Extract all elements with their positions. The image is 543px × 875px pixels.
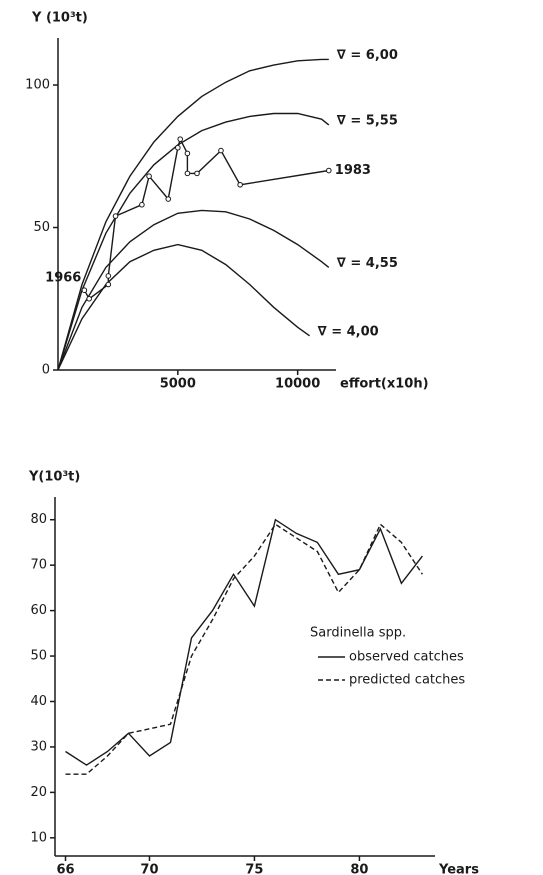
x-tick-label: 5000 <box>160 377 196 392</box>
series-line <box>57 112 330 371</box>
y-tick-label: 20 <box>30 785 47 800</box>
legend-label: observed catches <box>349 650 464 665</box>
series-line <box>65 518 423 766</box>
legend-title: Sardinella spp. <box>310 626 406 641</box>
legend-label: predicted catches <box>349 673 465 688</box>
curve-label: ∇ = 5,55 <box>337 113 398 128</box>
y-tick-label: 10 <box>30 830 47 845</box>
y-axis-label: Y(10³t) <box>28 470 80 485</box>
annotation: 1983 <box>335 163 371 178</box>
point <box>81 287 88 294</box>
curve-label: ∇ = 4,55 <box>337 256 398 271</box>
series-line <box>83 137 329 300</box>
point <box>326 167 332 174</box>
x-tick-label: 10000 <box>275 377 320 392</box>
y-axis-label: Y (10³t) <box>31 11 88 26</box>
x-tick-label: 75 <box>245 863 263 875</box>
y-tick-label: 50 <box>30 649 47 664</box>
annotation: 1966 <box>45 271 81 286</box>
x-axis-label: effort(x10h) <box>340 377 429 392</box>
y-tick-label: 0 <box>42 363 50 378</box>
point <box>175 144 181 151</box>
point <box>194 170 200 177</box>
x-tick-label: 70 <box>140 863 158 875</box>
point <box>105 281 112 288</box>
series-line <box>65 523 423 775</box>
y-tick-label: 80 <box>30 512 47 527</box>
y-tick-label: 100 <box>25 78 50 93</box>
point <box>184 150 191 157</box>
x-tick-label: 66 <box>56 863 74 875</box>
y-tick-label: 40 <box>30 694 47 709</box>
x-axis-label: Years <box>438 863 479 875</box>
x-tick-label: 80 <box>350 863 368 875</box>
curve-label: ∇ = 4,00 <box>318 324 379 339</box>
y-tick-label: 60 <box>30 603 47 618</box>
series-line <box>57 209 330 371</box>
point <box>237 181 243 188</box>
point <box>86 295 92 302</box>
point <box>218 147 224 154</box>
point <box>146 173 152 180</box>
point <box>184 170 191 177</box>
point <box>177 136 184 142</box>
point <box>112 213 119 219</box>
curve-label: ∇ = 6,00 <box>337 48 398 63</box>
series-line <box>57 243 311 371</box>
y-tick-label: 30 <box>30 739 47 754</box>
point <box>139 201 145 208</box>
series-line <box>57 58 329 371</box>
point <box>105 273 112 279</box>
point <box>165 196 172 202</box>
y-tick-label: 70 <box>30 558 47 573</box>
y-tick-label: 50 <box>33 220 50 235</box>
